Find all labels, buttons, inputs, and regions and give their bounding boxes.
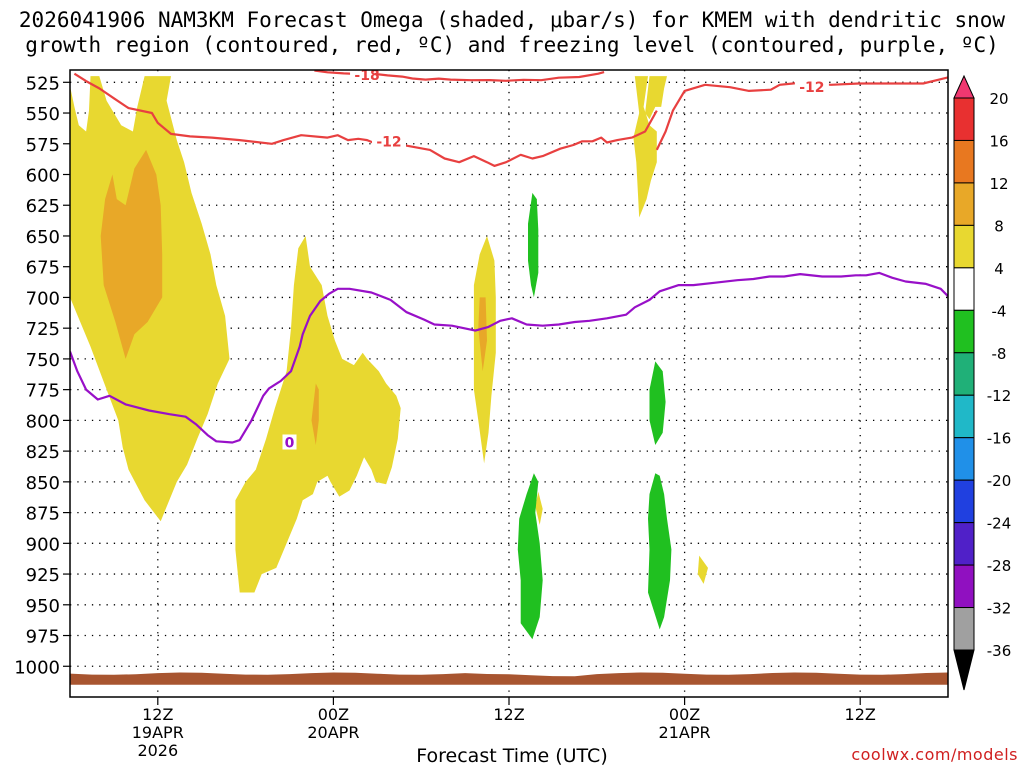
freezing-level-label-bg bbox=[282, 434, 297, 450]
colorbar-swatch-13 bbox=[953, 607, 975, 651]
y-tick-label-950: 950 bbox=[26, 596, 60, 617]
x-tick-sublabel-0-1: 2026 bbox=[137, 741, 178, 760]
colorbar-swatch-9 bbox=[953, 437, 975, 481]
y-tick-label-800: 800 bbox=[26, 411, 60, 432]
x-tick-label-3: 00Z bbox=[669, 705, 700, 724]
ground-surface bbox=[70, 672, 948, 685]
colorbar-label-12: -32 bbox=[987, 600, 1012, 618]
y-tick-label-725: 725 bbox=[26, 319, 60, 340]
colorbar-bottom-arrow bbox=[953, 649, 975, 691]
y-tick-label-675: 675 bbox=[26, 258, 60, 279]
dgz-minus18-b-line bbox=[374, 71, 605, 82]
y-tick-label-900: 900 bbox=[26, 534, 60, 555]
colorbar-swatch-8 bbox=[953, 394, 975, 439]
y-tick-label-550: 550 bbox=[26, 104, 60, 125]
colorbar-label-2: 12 bbox=[989, 175, 1008, 193]
orange-region-3 bbox=[478, 297, 487, 372]
x-tick-label-1: 00Z bbox=[318, 705, 349, 724]
pressure-axis: 525 550 575 600 625 650 675 700 725 750 775 800 825 8… bbox=[14, 73, 70, 678]
orange-region-2 bbox=[311, 383, 319, 445]
orange-region-1 bbox=[100, 149, 163, 359]
colorbar-swatch-11 bbox=[953, 522, 975, 566]
yellow-region-5 bbox=[633, 76, 657, 218]
colorbar-swatch-4 bbox=[953, 224, 975, 269]
colorbar-label-0: 20 bbox=[989, 90, 1008, 108]
y-tick-label-875: 875 bbox=[26, 504, 60, 525]
dgz-minus12-upper-label-bg bbox=[794, 79, 829, 95]
colorbar-swatch-12 bbox=[953, 564, 975, 609]
colorbar-swatch-3 bbox=[953, 182, 975, 226]
yellow-region-6 bbox=[645, 76, 667, 120]
omega-shaded-regions bbox=[70, 76, 708, 640]
y-tick-label-925: 925 bbox=[26, 565, 60, 586]
colorbar-swatch-6 bbox=[953, 309, 975, 354]
yellow-region-4 bbox=[535, 491, 543, 525]
y-tick-label-575: 575 bbox=[26, 135, 60, 156]
y-tick-label-750: 750 bbox=[26, 350, 60, 371]
colorbar-label-1: 16 bbox=[989, 132, 1008, 150]
y-tick-label-825: 825 bbox=[26, 442, 60, 463]
colorbar-swatch-2 bbox=[953, 139, 975, 184]
title-line-1: 2026041906 NAM3KM Forecast Omega (shaded… bbox=[18, 8, 1006, 32]
colorbar-label-7: -12 bbox=[987, 387, 1012, 405]
colorbar-label-10: -24 bbox=[987, 515, 1012, 533]
title-line-2: growth region (contoured, red, ºC) and f… bbox=[25, 33, 999, 57]
colorbar-label-4: 4 bbox=[994, 260, 1004, 278]
x-tick-label-0: 12Z bbox=[142, 705, 173, 724]
freezing-level-line bbox=[70, 271, 948, 444]
colorbar-label-6: -8 bbox=[992, 345, 1007, 363]
y-tick-label-775: 775 bbox=[26, 381, 60, 402]
x-tick-sublabel-3-0: 21APR bbox=[659, 723, 711, 742]
y-tick-label-700: 700 bbox=[26, 288, 60, 309]
colorbar-label-8: -16 bbox=[987, 430, 1012, 448]
dgz-minus12-upper-line bbox=[655, 76, 948, 151]
colorbar: 20 16 12 8 4 -4 -8 -12 -16 -20 -24 -28 -32 -36 bbox=[953, 74, 1012, 691]
x-axis-title: Forecast Time (UTC) bbox=[416, 745, 608, 767]
y-tick-label-850: 850 bbox=[26, 473, 60, 494]
temperature-contours: -18 -12 -12 0 bbox=[70, 68, 948, 452]
dgz-minus18-label: -18 bbox=[354, 68, 379, 84]
ground-band bbox=[70, 672, 948, 685]
colorbar-swatch-1 bbox=[953, 97, 975, 141]
x-tick-sublabel-0-0: 19APR bbox=[132, 723, 184, 742]
dgz-minus18-label-bg bbox=[350, 70, 385, 82]
x-tick-label-2: 12Z bbox=[493, 705, 524, 724]
credit-text: coolwx.com/models bbox=[851, 745, 1018, 764]
y-tick-label-1000: 1000 bbox=[14, 657, 60, 678]
colorbar-swatch-7 bbox=[953, 352, 975, 396]
y-tick-label-625: 625 bbox=[26, 196, 60, 217]
colorbar-label-5: -4 bbox=[992, 302, 1007, 320]
freezing-level-label: 0 bbox=[285, 436, 295, 452]
dgz-minus18-line bbox=[314, 70, 356, 75]
dgz-minus12-lower-label: -12 bbox=[376, 134, 401, 150]
colorbar-swatch-10 bbox=[953, 479, 975, 524]
y-tick-label-525: 525 bbox=[26, 73, 60, 94]
dgz-minus12-upper-label: -12 bbox=[799, 80, 824, 96]
y-tick-label-975: 975 bbox=[26, 627, 60, 648]
colorbar-swatch-5 bbox=[953, 267, 975, 311]
yellow-region-7 bbox=[697, 555, 708, 584]
green-region-1 bbox=[528, 192, 539, 298]
y-tick-label-600: 600 bbox=[26, 166, 60, 187]
x-tick-sublabel-1-0: 20APR bbox=[307, 723, 359, 742]
colorbar-label-3: 8 bbox=[994, 217, 1004, 235]
green-region-4 bbox=[648, 473, 672, 630]
x-tick-label-4: 12Z bbox=[845, 705, 876, 724]
green-region-3 bbox=[649, 361, 666, 445]
colorbar-top-arrow bbox=[953, 74, 975, 99]
y-tick-label-650: 650 bbox=[26, 227, 60, 248]
colorbar-label-9: -20 bbox=[987, 472, 1012, 490]
colorbar-label-11: -28 bbox=[987, 557, 1012, 575]
green-region-2 bbox=[517, 473, 543, 640]
colorbar-label-13: -36 bbox=[987, 642, 1012, 660]
dgz-minus12-lower-label-bg bbox=[372, 133, 407, 149]
